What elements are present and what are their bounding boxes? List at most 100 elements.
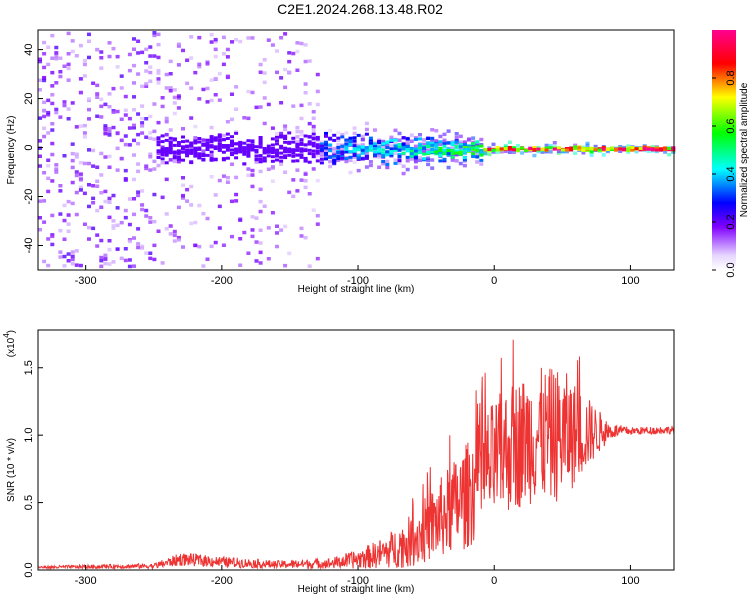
heatmap-cell: [132, 108, 136, 112]
heatmap-cell: [209, 145, 214, 149]
heatmap-cell: [295, 41, 300, 45]
heatmap-cell: [66, 252, 71, 256]
heatmap-cell: [217, 178, 222, 183]
heatmap-cell: [234, 192, 239, 197]
heatmap-cell: [201, 149, 206, 153]
heatmap-cell: [168, 224, 173, 228]
heatmap-cell: [46, 189, 51, 194]
colorbar-tick-label: 0.0: [725, 262, 737, 277]
heatmap-cell: [66, 213, 71, 217]
heatmap-cell: [164, 138, 169, 142]
heatmap-cell: [438, 140, 443, 144]
heatmap-cell: [217, 146, 222, 150]
heatmap-cell: [246, 36, 251, 40]
heatmap-cell: [368, 139, 373, 143]
heatmap-cell: [295, 153, 300, 157]
heatmap-cell: [181, 48, 185, 53]
heatmap-cell: [311, 132, 316, 136]
heatmap-cell: [172, 155, 177, 159]
heatmap-cell: [140, 84, 145, 89]
heatmap-cell: [303, 185, 308, 190]
colorbar-ticks: 0.0 0.2 0.4 0.6 0.8: [712, 70, 737, 278]
heatmap-cell: [548, 146, 553, 150]
heatmap-cell: [307, 135, 312, 139]
heatmap-cell: [132, 37, 136, 41]
heatmap-cell: [91, 81, 96, 85]
heatmap-cell: [275, 224, 279, 228]
heatmap-cell: [446, 152, 451, 156]
heatmap-cell: [430, 143, 435, 147]
heatmap-cell: [287, 150, 292, 153]
snr-multiplier-close: ): [6, 330, 17, 333]
heatmap-cell: [168, 232, 173, 236]
heatmap-cell: [373, 153, 377, 157]
heatmap-cell: [225, 120, 230, 124]
heatmap-cell: [176, 205, 181, 210]
heatmap-cell: [642, 146, 647, 150]
heatmap-cell: [418, 151, 422, 155]
heatmap-cell: [62, 237, 67, 241]
heatmap-cell: [213, 145, 218, 149]
heatmap-cell: [58, 189, 63, 193]
heatmap-cell: [389, 138, 394, 142]
heatmap-cell: [532, 153, 537, 158]
heatmap-cell: [225, 156, 230, 160]
heatmap-cell: [82, 135, 87, 139]
heatmap-cell: [270, 147, 275, 150]
heatmap-cell: [213, 76, 218, 81]
heatmap-cell: [270, 137, 275, 141]
heatmap-cell: [246, 173, 251, 178]
heatmap-cell: [507, 146, 512, 150]
heatmap-cell: [168, 140, 173, 144]
heatmap-cell: [565, 147, 569, 150]
heatmap-cell: [646, 146, 651, 150]
heatmap-cell: [62, 100, 67, 104]
heatmap-cell: [262, 96, 267, 100]
heatmap-cell: [262, 71, 267, 75]
heatmap-cell: [87, 97, 91, 101]
heatmap-cell: [348, 155, 353, 159]
heatmap-cell: [107, 127, 112, 131]
heatmap-cell: [364, 132, 369, 136]
heatmap-cell: [356, 168, 361, 173]
heatmap-cell: [193, 220, 198, 225]
heatmap-cell: [148, 152, 153, 156]
heatmap-cell: [58, 228, 63, 233]
heatmap-cell: [585, 147, 590, 150]
heatmap-cell: [38, 57, 42, 61]
heatmap-cell: [303, 236, 308, 240]
heatmap-cell: [442, 132, 447, 137]
heatmap-cell: [275, 231, 279, 235]
heatmap-cell: [454, 145, 459, 149]
heatmap-cell: [225, 75, 230, 79]
heatmap-cell: [254, 259, 259, 263]
heatmap-cell: [291, 104, 296, 108]
heatmap-cell: [291, 178, 296, 182]
heatmap-cell: [99, 255, 104, 260]
heatmap-cell: [123, 134, 128, 138]
heatmap-cell: [601, 153, 606, 157]
heatmap-cell: [38, 88, 42, 92]
heatmap-cell: [279, 134, 284, 138]
heatmap-cell: [176, 159, 181, 164]
heatmap-cell: [299, 132, 304, 137]
heatmap-cell: [148, 79, 153, 83]
heatmap-cell: [107, 130, 112, 134]
snr-multiplier-base: (x10: [6, 337, 17, 357]
heatmap-cell: [630, 146, 635, 149]
heatmap-cell: [185, 149, 190, 152]
heatmap-cell: [405, 142, 410, 146]
heatmap-cell: [565, 149, 569, 154]
heatmap-cell: [250, 147, 255, 150]
heatmap-cell: [397, 161, 402, 165]
heatmap-cell: [532, 146, 537, 149]
heatmap-cell: [50, 234, 55, 239]
heatmap-cell: [221, 145, 226, 149]
heatmap-cell: [74, 190, 79, 195]
heatmap-cell: [156, 55, 161, 60]
heatmap-cell: [319, 155, 324, 159]
heatmap-cell: [328, 164, 333, 169]
heatmap-cell: [381, 155, 386, 159]
heatmap-cell: [561, 148, 565, 152]
heatmap-cell: [360, 143, 365, 147]
